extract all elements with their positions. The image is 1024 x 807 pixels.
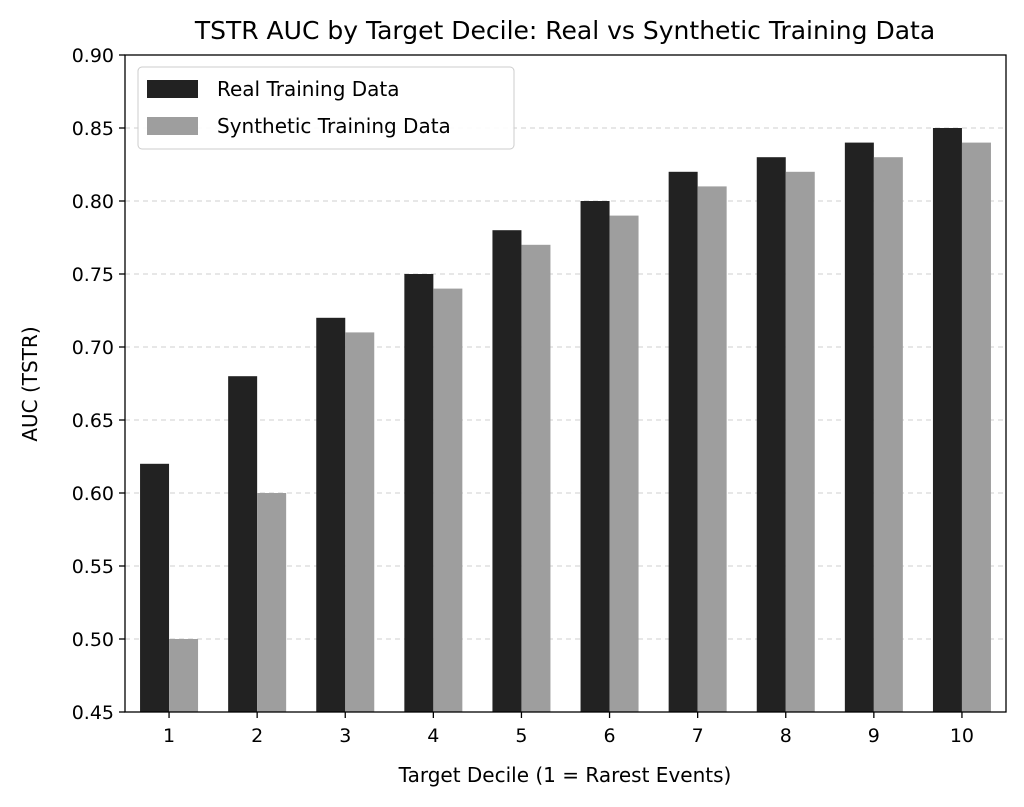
x-tick-label: 6: [604, 725, 616, 747]
bar-real-3: [316, 317, 346, 712]
x-tick-label: 3: [339, 725, 351, 747]
x-axis-label: Target Decile (1 = Rarest Events): [398, 763, 732, 787]
y-tick-label: 0.55: [72, 556, 114, 578]
x-tick-label: 1: [163, 725, 175, 747]
x-tick-label: 8: [780, 725, 792, 747]
bars: [140, 128, 991, 713]
bar-synthetic-3: [345, 332, 375, 712]
x-tick-label: 4: [427, 725, 439, 747]
legend-label: Synthetic Training Data: [217, 114, 451, 138]
legend: Real Training Data Synthetic Training Dat…: [137, 66, 515, 150]
x-tick-label: 9: [868, 725, 880, 747]
y-tick-label: 0.45: [72, 702, 114, 724]
bar-synthetic-7: [697, 186, 727, 712]
y-axis-ticks: 0.45 0.50 0.55 0.60 0.65 0.70 0.75 0.80 0.85 0.90: [72, 45, 125, 724]
bar-synthetic-5: [521, 244, 551, 713]
bar-synthetic-10: [961, 142, 991, 713]
y-tick-label: 0.50: [72, 629, 114, 651]
bar-real-4: [404, 274, 434, 712]
y-axis-label: AUC (TSTR): [18, 326, 42, 441]
plot-frame: [124, 54, 1007, 713]
x-tick-label: 10: [950, 725, 974, 747]
y-tick-label: 0.70: [72, 337, 114, 359]
y-tick-label: 0.75: [72, 264, 114, 286]
y-tick-label: 0.90: [72, 45, 114, 67]
bar-synthetic-6: [609, 215, 639, 712]
bar-real-2: [228, 376, 258, 712]
bar-real-1: [140, 463, 170, 712]
x-tick-label: 2: [251, 725, 263, 747]
y-tick-label: 0.60: [72, 483, 114, 505]
bar-real-9: [844, 142, 874, 713]
chart-title: TSTR AUC by Target Decile: Real vs Synth…: [194, 16, 935, 45]
x-axis-ticks: 1 2 3 4 5 6 7 8 9 10: [163, 712, 974, 747]
bar-real-6: [580, 201, 610, 712]
x-tick-label: 7: [692, 725, 704, 747]
bar-synthetic-9: [873, 157, 903, 712]
legend-label: Real Training Data: [217, 77, 400, 101]
x-tick-label: 5: [515, 725, 527, 747]
legend-box: [137, 66, 515, 150]
y-tick-label: 0.80: [72, 191, 114, 213]
bar-synthetic-8: [785, 171, 815, 713]
legend-swatch: [147, 80, 198, 98]
legend-swatch: [147, 117, 198, 135]
bar-synthetic-4: [433, 288, 463, 712]
bar-synthetic-2: [257, 493, 287, 712]
bar-real-10: [932, 128, 962, 712]
y-tick-label: 0.65: [72, 410, 114, 432]
bar-real-5: [492, 230, 522, 712]
bar-real-7: [668, 171, 698, 713]
y-tick-label: 0.85: [72, 118, 114, 140]
bar-real-8: [756, 157, 786, 712]
bar-synthetic-1: [169, 639, 199, 712]
